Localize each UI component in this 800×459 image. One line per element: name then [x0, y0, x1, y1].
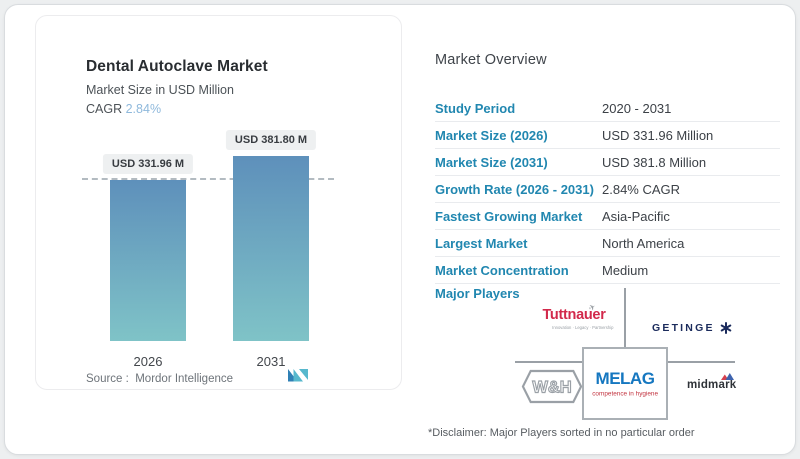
table-row: Market Concentration Medium	[435, 257, 780, 284]
table-row: Study Period 2020 - 2031	[435, 95, 780, 122]
overview-title: Market Overview	[435, 52, 547, 68]
mordor-intelligence-logo-icon	[288, 369, 308, 382]
overview-table: Study Period 2020 - 2031 Market Size (20…	[435, 95, 780, 284]
source-label: Source :	[86, 373, 129, 385]
disclaimer-text: *Disclaimer: Major Players sorted in no …	[428, 427, 695, 439]
row-value: USD 381.8 Million	[602, 154, 707, 170]
row-label: Growth Rate (2026 - 2031)	[435, 181, 594, 197]
source-note: Source : Mordor Intelligence	[86, 373, 233, 385]
bar	[233, 156, 309, 341]
cagr-label: CAGR	[86, 102, 123, 116]
table-row: Market Size (2026) USD 331.96 Million	[435, 122, 780, 149]
row-value: Medium	[602, 262, 649, 278]
chart-title: Dental Autoclave Market	[86, 58, 268, 75]
row-label: Largest Market	[435, 235, 528, 251]
table-row: Fastest Growing Market Asia-Pacific	[435, 203, 780, 230]
midmark-logo: midmark	[687, 372, 749, 391]
melag-logo: MELAG competence in hygiene	[582, 347, 668, 420]
row-value: 2020 - 2031	[602, 100, 672, 116]
row-label: Study Period	[435, 100, 516, 116]
row-value: North America	[602, 235, 685, 251]
row-value: USD 331.96 Million	[602, 127, 714, 143]
melag-name: MELAG	[595, 368, 655, 388]
midmark-mark-icon	[721, 373, 734, 380]
tuttnauer-tagline: Innovation · Legacy · Partnership	[552, 325, 614, 330]
bar-value-pill: USD 381.80 M	[225, 130, 317, 150]
melag-tagline: competence in hygiene	[592, 389, 658, 397]
row-label: Fastest Growing Market	[435, 208, 583, 224]
source-name: Mordor Intelligence	[135, 373, 234, 385]
major-players-label: Major Players	[435, 286, 520, 301]
reference-dashed-line	[82, 178, 334, 180]
players-vertical-divider	[624, 288, 626, 347]
x-axis-tick: 2026	[133, 354, 163, 369]
row-label: Market Size (2026)	[435, 127, 548, 143]
table-row: Growth Rate (2026 - 2031) 2.84% CAGR	[435, 176, 780, 203]
getinge-star-icon	[720, 322, 731, 334]
chart-title-block: Dental Autoclave Market Market Size in U…	[86, 58, 268, 116]
x-axis-tick: 2031	[256, 354, 286, 369]
getinge-logo: GETINGE	[652, 322, 732, 334]
bar-value-pill: USD 331.96 M	[102, 154, 194, 174]
wh-name: W&H	[532, 378, 571, 396]
table-row: Market Size (2031) USD 381.8 Million	[435, 149, 780, 176]
table-row: Largest Market North America	[435, 230, 780, 257]
tuttnauer-logo: ✈ Tuttnauer Innovation · Legacy · Partne…	[532, 302, 616, 332]
chart-cagr-line: CAGR 2.84%	[86, 102, 268, 116]
row-label: Market Concentration	[435, 262, 569, 278]
cagr-value: 2.84%	[125, 102, 162, 116]
report-card: Dental Autoclave Market Market Size in U…	[4, 4, 796, 455]
wh-logo: W&H	[521, 369, 583, 404]
row-value: 2.84% CAGR	[602, 181, 681, 197]
row-value: Asia-Pacific	[602, 208, 670, 224]
market-size-chart-card: Dental Autoclave Market Market Size in U…	[35, 15, 402, 390]
midmark-name: midmark	[687, 379, 737, 391]
chart-subtitle: Market Size in USD Million	[86, 83, 234, 97]
row-label: Market Size (2031)	[435, 154, 548, 170]
tuttnauer-name: Tuttnauer	[542, 307, 606, 323]
getinge-name: GETINGE	[652, 322, 715, 334]
bar	[110, 180, 186, 341]
